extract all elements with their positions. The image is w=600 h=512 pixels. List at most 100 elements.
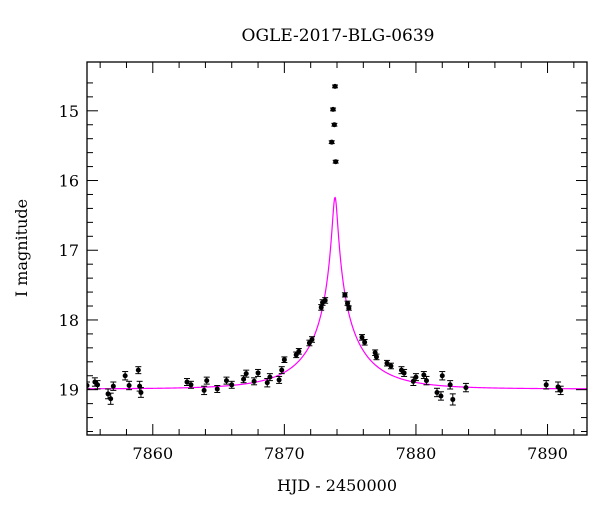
data-point — [278, 366, 285, 375]
x-tick-label: 7870 — [264, 444, 305, 463]
data-marker — [342, 292, 348, 298]
data-point — [255, 368, 262, 377]
data-point — [384, 359, 390, 367]
data-point — [281, 356, 288, 363]
y-tick-label: 16 — [59, 172, 79, 191]
data-point — [449, 393, 456, 406]
data-point — [423, 375, 430, 386]
data-point — [439, 371, 446, 381]
data-marker — [135, 367, 141, 373]
data-point — [293, 351, 300, 359]
data-marker — [243, 371, 249, 377]
data-marker — [251, 378, 257, 384]
data-marker — [188, 382, 194, 388]
data-point — [557, 385, 564, 396]
data-marker — [241, 376, 247, 382]
data-marker — [108, 396, 114, 402]
data-point — [331, 122, 338, 128]
data-point — [543, 380, 550, 390]
y-tick-label: 19 — [59, 381, 79, 400]
data-marker — [309, 336, 315, 342]
axis-ticks: 7860 7870 7880 7890 15 16 17 18 19 — [59, 62, 587, 463]
y-tick-label: 15 — [59, 102, 79, 121]
x-tick-label: 7890 — [527, 444, 568, 463]
y-axis-label: I magnitude — [12, 199, 31, 297]
data-point — [434, 387, 440, 398]
data-marker — [293, 352, 299, 358]
data-marker — [362, 339, 368, 345]
data-point — [201, 385, 208, 396]
data-point — [137, 387, 144, 398]
data-marker — [439, 373, 445, 379]
data-point — [345, 305, 352, 311]
model-curve — [87, 196, 587, 390]
data-marker — [332, 83, 338, 89]
data-point — [126, 380, 133, 391]
data-marker — [388, 363, 394, 369]
data-marker — [329, 139, 335, 145]
data-marker — [384, 360, 390, 366]
data-marker — [450, 396, 456, 402]
data-point — [387, 362, 394, 370]
data-marker — [322, 297, 328, 303]
data-marker — [296, 348, 302, 354]
data-marker — [558, 387, 564, 393]
data-point — [203, 376, 210, 385]
data-marker — [543, 382, 549, 388]
data-marker — [306, 340, 312, 346]
data-point — [361, 338, 368, 346]
data-point — [122, 371, 129, 381]
data-point — [223, 376, 230, 385]
data-marker — [110, 383, 116, 389]
data-marker — [333, 159, 339, 165]
data-marker — [276, 377, 282, 383]
data-point — [135, 366, 142, 375]
data-marker — [373, 354, 379, 360]
x-tick-label: 7880 — [396, 444, 437, 463]
data-point — [295, 348, 302, 355]
data-point — [344, 300, 351, 306]
data-marker — [105, 391, 111, 397]
data-point — [243, 369, 250, 378]
data-point — [266, 373, 273, 382]
y-tick-label: 18 — [59, 311, 79, 330]
data-marker — [434, 389, 440, 395]
plot-area — [87, 83, 587, 406]
data-marker — [401, 370, 407, 376]
data-marker — [346, 305, 352, 311]
data-point — [437, 391, 444, 401]
data-marker — [126, 382, 132, 388]
data-marker — [279, 367, 285, 373]
data-point — [136, 380, 143, 392]
data-point — [187, 380, 194, 389]
data-point — [398, 366, 405, 375]
data-marker — [122, 373, 128, 379]
chart-title: OGLE-2017-BLG-0639 — [242, 26, 435, 46]
data-marker — [184, 379, 190, 385]
data-marker — [223, 378, 229, 384]
data-marker — [229, 382, 235, 388]
data-point — [401, 368, 408, 377]
data-marker — [413, 374, 419, 380]
data-point — [332, 83, 339, 89]
data-point — [214, 384, 221, 393]
data-point — [110, 381, 117, 391]
data-point — [94, 380, 101, 390]
data-marker — [267, 374, 273, 380]
plot-frame — [86, 61, 588, 436]
data-marker — [463, 385, 469, 391]
data-marker — [95, 382, 101, 388]
data-marker — [345, 300, 351, 306]
data-marker — [447, 382, 453, 388]
data-point — [447, 380, 454, 390]
data-point — [555, 381, 562, 393]
data-marker — [423, 378, 429, 384]
x-axis-label: HJD - 2450000 — [277, 476, 397, 495]
data-point — [341, 292, 348, 298]
data-point — [412, 373, 419, 382]
data-marker — [255, 370, 261, 376]
data-point — [328, 139, 335, 145]
data-point — [322, 297, 329, 304]
x-tick-label: 7860 — [132, 444, 173, 463]
